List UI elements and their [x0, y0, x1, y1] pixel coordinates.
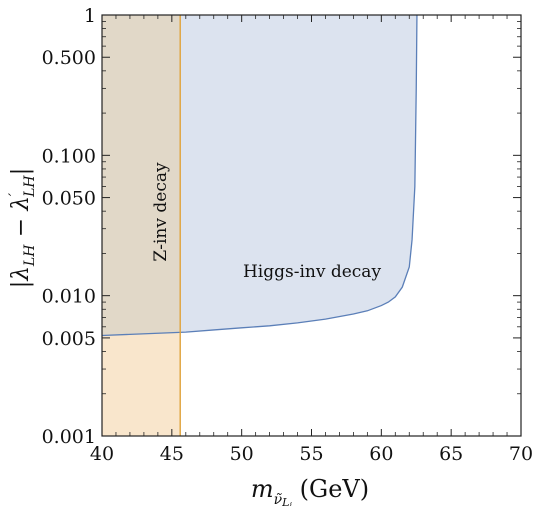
higgs-inv-annotation: Higgs-inv decay [243, 262, 381, 282]
y-tick-label: 1 [84, 5, 96, 27]
z-inv-annotation: Z-inv decay [151, 162, 171, 262]
y-tick-label: 0.001 [42, 426, 96, 448]
x-tick-label: 45 [160, 443, 184, 465]
x-tick-label: 70 [509, 443, 533, 465]
y-tick-label: 0.005 [42, 328, 96, 350]
plot-regions [101, 14, 418, 436]
y-tick-label: 0.500 [42, 47, 96, 69]
y-axis-ticks: 0.001 0.005 0.010 0.050 0.100 0.500 1 [42, 5, 521, 448]
y-tick-label: 0.010 [42, 286, 96, 308]
x-tick-label: 65 [439, 443, 463, 465]
x-tick-label: 40 [90, 443, 114, 465]
y-tick-label: 0.050 [42, 188, 96, 210]
x-axis-ticks: 40 45 50 55 60 65 70 [90, 15, 533, 465]
x-tick-label: 55 [299, 443, 323, 465]
x-axis-label: mν̃Li (GeV) [251, 475, 369, 506]
overlap-region [102, 15, 181, 336]
x-tick-label: 60 [369, 443, 393, 465]
y-axis-label: |λLH − λ′LH| [7, 168, 38, 289]
higgs-inv-boundary-line [101, 14, 418, 337]
y-tick-label: 0.100 [42, 145, 96, 167]
x-tick-label: 50 [230, 443, 254, 465]
